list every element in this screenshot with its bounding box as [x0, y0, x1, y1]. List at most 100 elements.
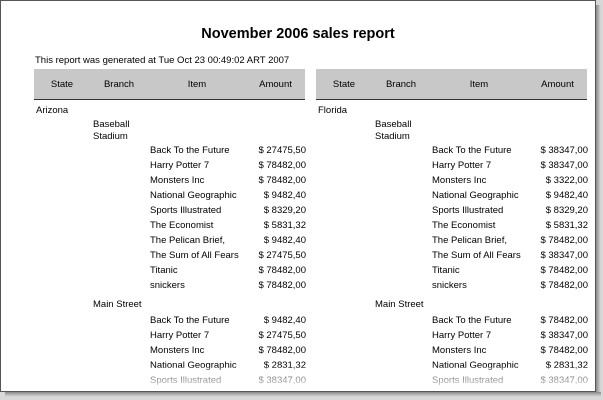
item-name: National Geographic — [432, 190, 519, 201]
branch-label: Baseball Stadium — [93, 119, 130, 142]
table-row: Harry Potter 7 $ 38347,00 — [432, 330, 588, 345]
item-amount: $ 9482,40 — [263, 235, 306, 246]
item-name: Monsters Inc — [150, 345, 205, 356]
item-name: Titanic — [432, 265, 460, 276]
item-amount: $ 38347,00 — [540, 250, 588, 261]
item-name: The Economist — [432, 220, 496, 231]
item-amount: $ 5831,32 — [545, 220, 588, 231]
item-name: The Sum of All Fears — [432, 250, 521, 261]
report-title: November 2006 sales report — [201, 26, 395, 42]
table-row: Back To the Future $ 78482,00 — [432, 315, 588, 330]
table-row: Back To the Future $ 38347,00 — [432, 145, 588, 160]
table-row: Titanic $ 78482,00 — [150, 265, 306, 280]
table-row: The Pelican Brief, $ 78482,00 — [432, 235, 588, 250]
item-name: Harry Potter 7 — [432, 160, 492, 171]
header-amount: Amount — [259, 79, 292, 90]
item-amount: $ 38347,00 — [540, 160, 588, 171]
header-item: Item — [187, 79, 207, 90]
table-row: Harry Potter 7 $ 38347,00 — [432, 160, 588, 175]
item-amount: $ 9482,40 — [263, 315, 306, 326]
item-amount: $ 78482,00 — [540, 315, 588, 326]
item-amount: $ 78482,00 — [258, 160, 306, 171]
item-name: The Economist — [150, 220, 214, 231]
branch-label: Baseball Stadium — [375, 119, 412, 142]
header-state: State — [50, 79, 74, 90]
table-row: National Geographic $ 2831,32 — [432, 360, 588, 375]
item-name: The Pelican Brief, — [150, 235, 225, 246]
state-label: Arizona — [36, 105, 69, 116]
table-row: Monsters Inc $ 78482,00 — [150, 345, 306, 360]
table-row: National Geographic $ 2831,32 — [150, 360, 306, 375]
table-row: The Economist $ 5831,32 — [432, 220, 588, 235]
item-name: Back To the Future — [150, 145, 230, 156]
item-name: Sports Illustrated — [150, 205, 222, 216]
item-name: National Geographic — [432, 360, 519, 371]
table-row: Titanic $ 78482,00 — [432, 265, 588, 280]
report-page: November 2006 sales report This report w… — [0, 0, 596, 392]
item-amount: $ 78482,00 — [258, 265, 306, 276]
item-name: Harry Potter 7 — [432, 330, 492, 341]
item-amount: $ 78482,00 — [258, 280, 306, 291]
item-amount: $ 3322,00 — [545, 175, 588, 186]
header-amount: Amount — [541, 79, 574, 90]
item-name: Harry Potter 7 — [150, 160, 210, 171]
item-amount: $ 27475,50 — [258, 330, 306, 341]
item-name: Back To the Future — [432, 145, 512, 156]
item-name: Harry Potter 7 — [150, 330, 210, 341]
item-name: The Sum of All Fears — [150, 250, 239, 261]
item-name: snickers — [432, 280, 467, 291]
table-row: Sports Illustrated $ 8329,20 — [432, 205, 588, 220]
item-name: The Pelican Brief, — [432, 235, 507, 246]
header-branch: Branch — [103, 79, 135, 90]
table-row: Harry Potter 7 $ 27475,50 — [150, 330, 306, 345]
item-amount: $ 78482,00 — [258, 345, 306, 356]
item-amount: $ 8329,20 — [263, 205, 306, 216]
branch-label: Main Street — [375, 299, 424, 310]
item-amount: $ 2831,32 — [263, 360, 306, 371]
table-row: snickers $ 78482,00 — [432, 280, 588, 295]
header-item: Item — [469, 79, 489, 90]
item-name: Titanic — [150, 265, 178, 276]
item-name: Monsters Inc — [150, 175, 205, 186]
header-branch: Branch — [385, 79, 417, 90]
table-row: The Pelican Brief, $ 9482,40 — [150, 235, 306, 250]
item-amount: $ 38347,00 — [540, 145, 588, 156]
item-amount: $ 27475,50 — [258, 145, 306, 156]
item-name: snickers — [150, 280, 185, 291]
item-name: Sports Illustrated — [432, 205, 504, 216]
table-row: Harry Potter 7 $ 78482,00 — [150, 160, 306, 175]
item-amount: $ 9482,40 — [545, 190, 588, 201]
table-row: The Sum of All Fears $ 27475,50 — [150, 250, 306, 265]
table-row: Monsters Inc $ 78482,00 — [432, 345, 588, 360]
item-amount: $ 2831,32 — [545, 360, 588, 371]
right-column: State Branch Item Amount Florida Basebal… — [316, 69, 588, 386]
generated-note: This report was generated at Tue Oct 23 … — [35, 55, 290, 66]
item-name: National Geographic — [150, 190, 237, 201]
table-row: Monsters Inc $ 78482,00 — [150, 175, 306, 190]
item-amount: $ 9482,40 — [263, 190, 306, 201]
column-header: State Branch Item Amount — [316, 69, 587, 100]
page-bottom-fade — [1, 367, 595, 391]
item-amount: $ 78482,00 — [540, 280, 588, 291]
item-amount: $ 38347,00 — [540, 330, 588, 341]
table-row: snickers $ 78482,00 — [150, 280, 306, 295]
item-name: National Geographic — [150, 360, 237, 371]
item-amount: $ 5831,32 — [263, 220, 306, 231]
left-column: State Branch Item Amount Arizona Basebal… — [34, 69, 306, 386]
table-row: National Geographic $ 9482,40 — [432, 190, 588, 205]
table-row: Back To the Future $ 9482,40 — [150, 315, 306, 330]
item-name: Back To the Future — [432, 315, 512, 326]
header-state: State — [332, 79, 356, 90]
item-amount: $ 78482,00 — [540, 235, 588, 246]
column-header: State Branch Item Amount — [34, 69, 305, 100]
table-row: Back To the Future $ 27475,50 — [150, 145, 306, 160]
table-row: National Geographic $ 9482,40 — [150, 190, 306, 205]
branch-label: Main Street — [93, 299, 142, 310]
item-amount: $ 8329,20 — [545, 205, 588, 216]
item-amount: $ 78482,00 — [540, 265, 588, 276]
item-name: Back To the Future — [150, 315, 230, 326]
item-amount: $ 78482,00 — [540, 345, 588, 356]
state-label: Florida — [318, 105, 348, 116]
table-row: The Sum of All Fears $ 38347,00 — [432, 250, 588, 265]
page-shadow-right — [596, 5, 601, 397]
